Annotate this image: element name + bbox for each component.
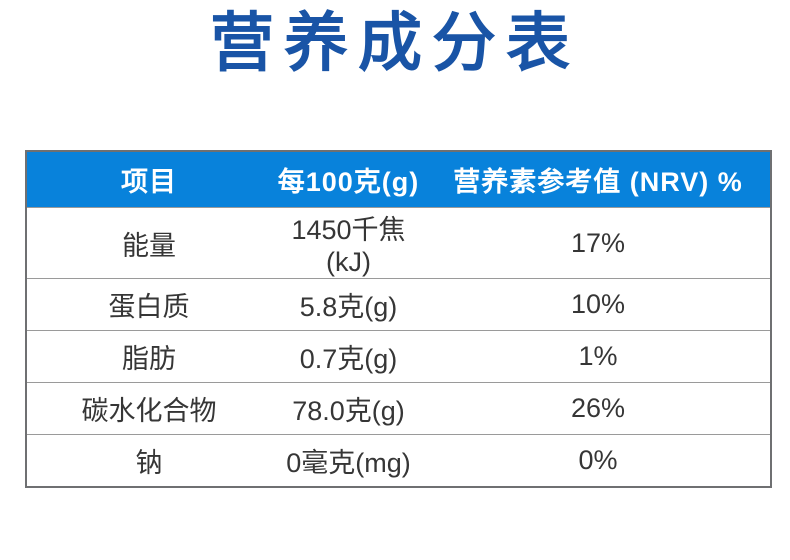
cell-nrv: 0%	[426, 434, 771, 487]
page-title: 营养成分表	[210, 7, 580, 79]
cell-nrv: 1%	[426, 330, 771, 383]
table-row-protein: 蛋白质 5.8克(g) 10%	[26, 278, 771, 331]
cell-item: 蛋白质	[26, 278, 271, 331]
nutrition-table: 项目 每100克(g) 营养素参考值 (NRV) % 能量 1450千焦(kJ)…	[25, 150, 772, 488]
cell-per100g: 0.7克(g)	[271, 330, 426, 383]
cell-nrv: 17%	[426, 207, 771, 279]
cell-item: 能量	[26, 207, 271, 279]
cell-item: 脂肪	[26, 330, 271, 383]
cell-per100g: 0毫克(mg)	[271, 434, 426, 487]
column-header-nrv: 营养素参考值 (NRV) %	[426, 151, 771, 208]
table-row-fat: 脂肪 0.7克(g) 1%	[26, 330, 771, 383]
cell-per100g: 1450千焦(kJ)	[271, 207, 426, 279]
column-header-per100g: 每100克(g)	[271, 151, 426, 208]
table-header-row: 项目 每100克(g) 营养素参考值 (NRV) %	[26, 151, 771, 208]
table-row-carbohydrate: 碳水化合物 78.0克(g) 26%	[26, 382, 771, 435]
cell-nrv: 26%	[426, 382, 771, 435]
cell-nrv: 10%	[426, 278, 771, 331]
table-row-energy: 能量 1450千焦(kJ) 17%	[26, 207, 771, 279]
cell-per100g: 5.8克(g)	[271, 278, 426, 331]
cell-item: 碳水化合物	[26, 382, 271, 435]
column-header-item: 项目	[26, 151, 271, 208]
cell-per100g: 78.0克(g)	[271, 382, 426, 435]
cell-item: 钠	[26, 434, 271, 487]
table-row-sodium: 钠 0毫克(mg) 0%	[26, 434, 771, 487]
